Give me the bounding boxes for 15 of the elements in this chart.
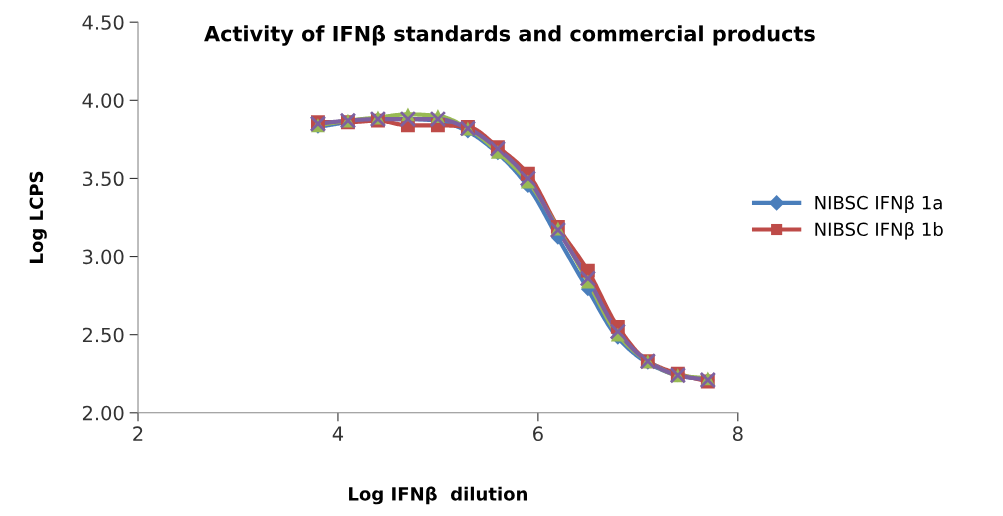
x-axis-title: Log IFNβ dilution	[349, 486, 528, 505]
legend-label: NIBSC IFNβ 1b	[815, 222, 943, 240]
y-axis-title: Log LCPS	[29, 171, 47, 263]
y-tick-label: 2.00	[82, 405, 124, 421]
legend-label: NIBSC IFNβ 1a	[815, 195, 942, 213]
x-tick-label: 6	[533, 426, 543, 442]
x-tick-label: 8	[732, 426, 743, 442]
chart-title: Activity of IFNβ standards and commercial products	[204, 25, 815, 46]
x-tick-label: 4	[332, 426, 344, 441]
y-tick-label: 3.50	[83, 171, 124, 187]
x-tick-label: 2	[133, 426, 143, 441]
y-tick-label: 3.00	[83, 249, 124, 265]
y-tick-label: 2.50	[82, 327, 124, 343]
y-tick-label: 4.00	[82, 93, 124, 108]
y-tick-label: 4.50	[82, 15, 124, 30]
